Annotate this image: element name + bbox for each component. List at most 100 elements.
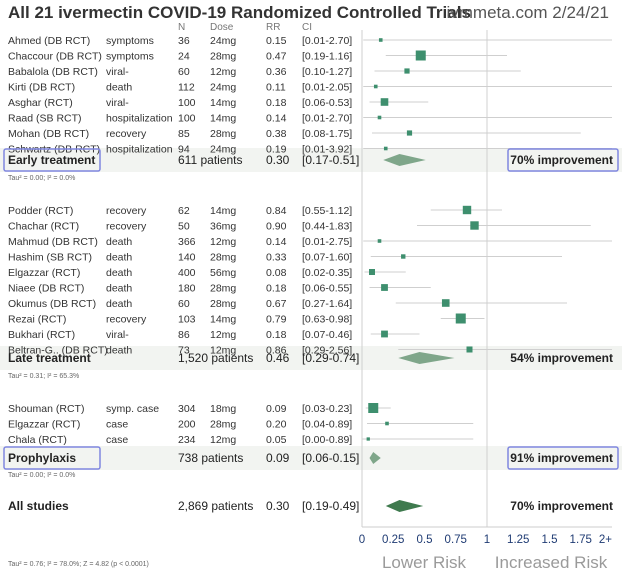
study-dose: 14mg	[210, 205, 236, 217]
study-outcome: recovery	[106, 128, 147, 140]
study-dose: 28mg	[210, 252, 236, 264]
study-dose: 14mg	[210, 314, 236, 326]
study-outcome: symptoms	[106, 35, 154, 47]
study-name: Shouman (RCT)	[8, 403, 84, 415]
study-marker	[385, 421, 389, 426]
study-outcome: death	[106, 283, 132, 295]
study-ci: [0.07-0.46]	[302, 329, 352, 341]
study-rr: 0.47	[266, 51, 287, 63]
group-rr: 0.46	[266, 351, 290, 365]
group-patients: 611 patients	[178, 153, 243, 167]
summary-diamond	[383, 154, 426, 166]
study-rr: 0.05	[266, 434, 287, 446]
overall-patients: 2,869 patients	[178, 499, 253, 513]
column-header-n: N	[178, 22, 185, 33]
overall-improvement: 70% improvement	[510, 499, 613, 513]
study-rr: 0.15	[266, 35, 287, 47]
study-outcome: death	[106, 252, 132, 264]
study-name: Chaccour (DB RCT)	[8, 51, 102, 63]
group-ci: [0.17-0.51]	[302, 153, 359, 167]
study-ci: [0.03-0.23]	[302, 403, 352, 415]
group-ci: [0.29-0.74]	[302, 351, 359, 365]
study-outcome: symptoms	[106, 51, 154, 63]
study-marker	[377, 115, 382, 120]
column-header-dose: Dose	[210, 22, 234, 33]
study-dose: 14mg	[210, 97, 236, 109]
study-outcome: hospitalization	[106, 144, 173, 156]
group-highlight-box	[3, 446, 101, 470]
study-ci: [0.19-1.16]	[302, 51, 352, 63]
study-n: 180	[178, 283, 196, 295]
chart-title: All 21 ivermectin COVID-19 Randomized Co…	[8, 3, 471, 22]
study-ci: [0.55-1.12]	[302, 205, 352, 217]
study-ci: [0.01-2.70]	[302, 35, 352, 47]
study-name: Mohan (DB RCT)	[8, 128, 89, 140]
study-n: 24	[178, 51, 190, 63]
group-rr: 0.09	[266, 451, 290, 465]
study-ci: [0.07-1.60]	[302, 252, 352, 264]
overall-rr: 0.30	[266, 499, 290, 513]
study-dose: 18mg	[210, 403, 236, 415]
improvement-highlight-box	[507, 148, 619, 172]
study-rr: 0.14	[266, 236, 287, 248]
study-marker	[377, 239, 382, 243]
study-name: Chachar (RCT)	[8, 221, 79, 233]
study-ci: [0.01-3.92]	[302, 144, 352, 156]
study-name: Niaee (DB RCT)	[8, 283, 84, 295]
study-marker	[406, 130, 413, 136]
study-n: 304	[178, 403, 196, 415]
study-dose: 12mg	[210, 66, 236, 78]
study-n: 36	[178, 35, 190, 47]
overall-diamond	[385, 500, 424, 512]
study-ci: [0.44-1.83]	[302, 221, 352, 233]
group-highlight-box	[3, 148, 101, 172]
study-name: Hashim (SB RCT)	[8, 252, 92, 264]
x-tick-label: 0.75	[445, 534, 467, 546]
study-n: 140	[178, 252, 196, 264]
study-outcome: case	[106, 419, 128, 431]
study-marker	[455, 313, 466, 324]
study-outcome: death	[106, 298, 132, 310]
study-n: 85	[178, 128, 190, 140]
study-outcome: viral-	[106, 66, 129, 78]
study-dose: 12mg	[210, 329, 236, 341]
study-outcome: hospitalization	[106, 113, 173, 125]
study-outcome: death	[106, 267, 132, 279]
study-dose: 28mg	[210, 419, 236, 431]
overall-ci: [0.19-0.49]	[302, 499, 359, 513]
study-outcome: recovery	[106, 314, 147, 326]
group-heterogeneity: Tau² = 0.00; I² = 0.0%	[8, 472, 75, 479]
group-improvement: 91% improvement	[510, 451, 613, 465]
study-marker	[462, 205, 472, 215]
group-patients: 738 patients	[178, 451, 243, 465]
study-n: 94	[178, 144, 190, 156]
study-name: Babalola (DB RCT)	[8, 66, 98, 78]
study-ci: [0.01-2.75]	[302, 236, 352, 248]
study-rr: 0.09	[266, 403, 287, 415]
summary-diamond	[398, 352, 455, 364]
study-name: Mahmud (DB RCT)	[8, 236, 98, 248]
study-dose: 14mg	[210, 113, 236, 125]
study-name: Rezai (RCT)	[8, 314, 66, 326]
x-tick-label: 0.25	[382, 534, 404, 546]
study-dose: 28mg	[210, 128, 236, 140]
x-tick-label: 1.5	[542, 534, 558, 546]
study-rr: 0.19	[266, 144, 287, 156]
study-n: 103	[178, 314, 196, 326]
study-outcome: viral-	[106, 329, 129, 341]
study-dose: 12mg	[210, 434, 236, 446]
study-marker	[415, 50, 426, 61]
study-dose: 56mg	[210, 267, 236, 279]
study-name: Ahmed (DB RCT)	[8, 35, 90, 47]
group-ci: [0.06-0.15]	[302, 451, 359, 465]
study-marker	[441, 299, 450, 307]
study-outcome: death	[106, 345, 132, 357]
study-ci: [0.27-1.64]	[302, 298, 352, 310]
study-name: Asghar (RCT)	[8, 97, 73, 109]
study-marker	[381, 284, 388, 291]
study-outcome: symp. case	[106, 403, 159, 415]
x-tick-label: 1.25	[507, 534, 529, 546]
study-n: 86	[178, 329, 190, 341]
study-dose: 28mg	[210, 51, 236, 63]
group-heterogeneity: Tau² = 0.31; I² = 65.3%	[8, 373, 79, 380]
